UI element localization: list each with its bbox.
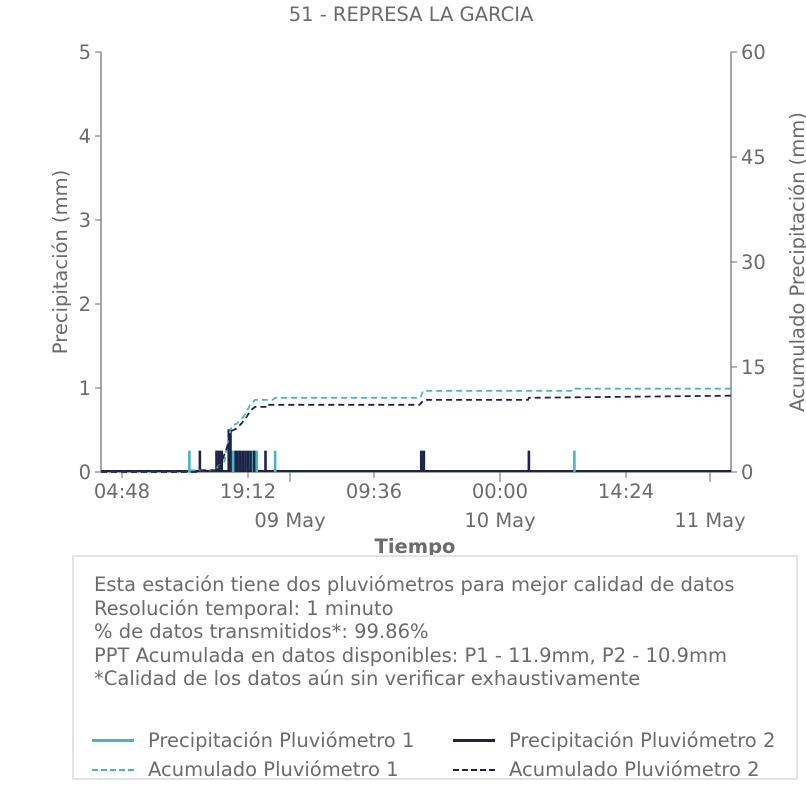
legend-swatch-solid-p1 xyxy=(92,739,134,742)
cumulative-line xyxy=(101,387,731,473)
legend-label: Precipitación Pluviómetro 2 xyxy=(509,729,776,752)
note-line: Resolución temporal: 1 minuto xyxy=(94,596,394,620)
legend-swatch-dashed-p1 xyxy=(92,768,134,771)
legend-item-p2-accum: Acumulado Pluviómetro 2 xyxy=(453,758,760,781)
y-left-tick-label: 3 xyxy=(79,209,91,232)
legend-item-p1-precip: Precipitación Pluviómetro 1 xyxy=(92,729,414,752)
chart-legend: Precipitación Pluviómetro 1 Precipitació… xyxy=(92,729,792,781)
y-left-tick-label: 5 xyxy=(79,41,91,64)
note-line: Esta estación tiene dos pluviómetros par… xyxy=(94,573,735,596)
x-axis-label: Tiempo xyxy=(375,535,456,558)
station-notes: Esta estación tiene dos pluviómetros par… xyxy=(94,573,735,691)
legend-label: Precipitación Pluviómetro 1 xyxy=(148,729,415,752)
y-right-tick-label: 0 xyxy=(741,461,753,484)
x-date-label: 09 May xyxy=(254,509,325,532)
x-date-label: 10 May xyxy=(464,509,535,532)
y-right-tick-label: 45 xyxy=(741,146,766,169)
y-axis-left-label: Precipitación (mm) xyxy=(49,170,72,354)
x-tick-label: 09:36 xyxy=(346,480,402,503)
legend-item-p2-precip: Precipitación Pluviómetro 2 xyxy=(453,729,775,752)
legend-label: Acumulado Pluviómetro 1 xyxy=(148,758,399,781)
legend-swatch-solid-p2 xyxy=(453,739,495,742)
y-right-tick-label: 30 xyxy=(741,251,766,274)
y-left-tick-label: 4 xyxy=(79,125,91,148)
x-tick-label: 00:00 xyxy=(472,480,528,503)
x-tick-label: 04:48 xyxy=(94,480,150,503)
note-line: *Calidad de los datos aún sin verificar … xyxy=(94,667,641,690)
y-left-tick-label: 1 xyxy=(79,377,91,400)
y-axis-right-label: Acumulado Precipitación (mm) xyxy=(786,112,806,412)
y-left-tick-label: 2 xyxy=(79,293,91,316)
legend-item-p1-accum: Acumulado Pluviómetro 1 xyxy=(92,758,399,781)
chart-area: 51 - REPRESA LA GARCIA 01234501530456004… xyxy=(49,3,806,558)
cumulative-line xyxy=(101,394,732,473)
legend-label: Acumulado Pluviómetro 2 xyxy=(509,758,760,781)
x-tick-label: 19:12 xyxy=(220,480,276,503)
y-right-tick-label: 15 xyxy=(741,356,766,379)
legend-swatch-dashed-p2 xyxy=(453,768,495,771)
chart-title: 51 - REPRESA LA GARCIA xyxy=(289,3,534,26)
y-left-tick-label: 0 xyxy=(79,461,91,484)
note-line: % de datos transmitidos*: 99.86% xyxy=(94,620,429,643)
info-legend-panel: Esta estación tiene dos pluviómetros par… xyxy=(72,555,798,781)
note-line: PPT Acumulada en datos disponibles: P1 -… xyxy=(94,643,727,667)
x-date-label: 11 May xyxy=(674,509,745,532)
x-tick-label: 14:24 xyxy=(598,480,654,503)
y-right-tick-label: 60 xyxy=(741,41,766,64)
